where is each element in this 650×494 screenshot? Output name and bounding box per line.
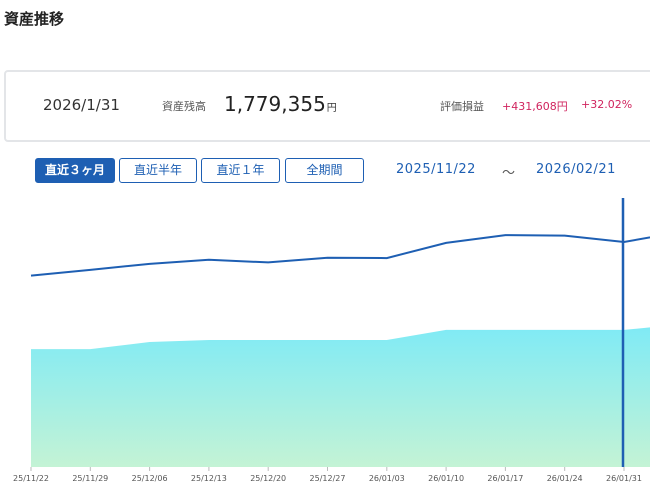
gain-label: 評価損益 (440, 100, 484, 113)
x-tick-label: 26/01/03 (369, 474, 405, 483)
gain-value: +431,608円 (502, 100, 568, 113)
period-button-all[interactable]: 全期間 (285, 158, 364, 183)
x-tick-label: 25/12/13 (191, 474, 227, 483)
period-button-1y[interactable]: 直近１年 (201, 158, 280, 183)
x-tick-label: 26/01/10 (428, 474, 464, 483)
range-separator: ～ (502, 166, 516, 181)
balance-value-wrap: 1,779,355円 (224, 92, 337, 116)
x-tick-label: 25/12/20 (250, 474, 286, 483)
x-tick-label: 25/11/22 (13, 474, 49, 483)
page-title: 資産推移 (4, 10, 65, 28)
summary-date: 2026/1/31 (43, 96, 120, 114)
x-tick-label: 26/01/31 (606, 474, 642, 483)
x-tick-label: 25/12/27 (310, 474, 346, 483)
line-series (30, 234, 650, 277)
x-tick-label: 26/01/24 (547, 474, 583, 483)
gain-percent: +32.02% (581, 98, 633, 111)
range-end-date[interactable]: 2026/02/21 (536, 162, 616, 177)
area-series (31, 327, 650, 467)
balance-unit: 円 (326, 103, 337, 114)
range-start-date[interactable]: 2025/11/22 (396, 162, 476, 177)
asset-chart[interactable]: 25/11/22 25/11/29 25/12/06 25/12/13 25/12/20… (0, 194, 650, 494)
balance-value: 1,779,355 (224, 92, 326, 116)
x-tick-label: 25/11/29 (72, 474, 108, 483)
period-button-6m[interactable]: 直近半年 (119, 158, 197, 183)
period-button-3m[interactable]: 直近３ヶ月 (35, 158, 115, 183)
x-tick-label: 26/01/17 (487, 474, 523, 483)
x-tick-label: 25/12/06 (132, 474, 168, 483)
balance-label: 資産残高 (162, 100, 206, 113)
summary-card: 2026/1/31 資産残高 1,779,355円 評価損益 +431,608円… (4, 70, 650, 142)
